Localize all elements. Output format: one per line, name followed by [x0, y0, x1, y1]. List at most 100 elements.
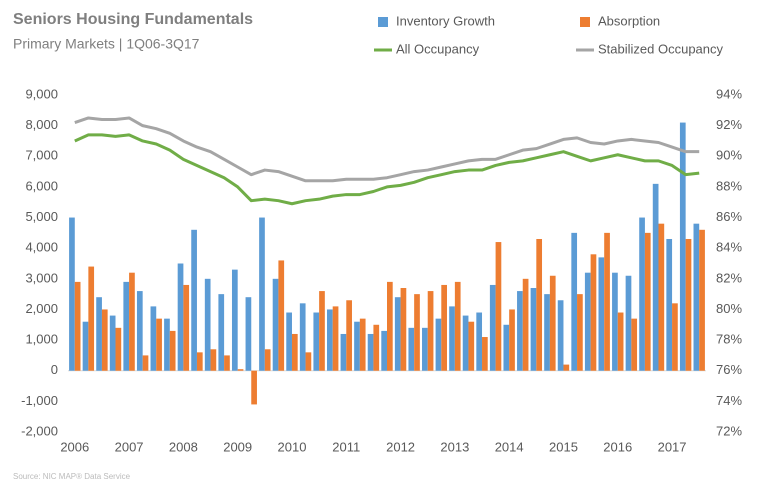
y2-tick-label: 82%: [716, 270, 742, 285]
bar: [482, 337, 488, 371]
bar: [136, 291, 143, 371]
bar: [82, 321, 89, 371]
bar: [164, 318, 170, 371]
bar: [299, 303, 306, 371]
bar: [237, 369, 244, 371]
bar: [422, 327, 428, 371]
x-tick-label: 2012: [386, 439, 415, 454]
bar: [142, 355, 149, 371]
bar: [96, 297, 102, 371]
bar: [590, 254, 597, 371]
bar: [272, 278, 279, 371]
bar: [577, 294, 583, 371]
bar: [693, 223, 700, 371]
y2-tick-label: 78%: [716, 332, 742, 347]
bar: [123, 281, 130, 371]
y2-tick-label: 88%: [716, 178, 742, 193]
bar: [69, 217, 75, 371]
bar: [435, 318, 442, 371]
bar: [604, 232, 610, 371]
y-tick-label: 0: [51, 362, 58, 377]
bar: [245, 297, 252, 371]
y-tick-label: 3,000: [25, 270, 58, 285]
bar: [210, 349, 217, 371]
y-tick-label: 4,000: [25, 240, 58, 255]
bar: [387, 281, 393, 371]
bar: [685, 238, 692, 371]
bar: [563, 364, 570, 371]
bar: [462, 315, 469, 371]
bar: [264, 349, 271, 371]
bar: [354, 321, 360, 371]
bar: [672, 303, 678, 371]
bar: [177, 263, 184, 371]
y2-tick-label: 84%: [716, 240, 742, 255]
bar: [286, 312, 292, 371]
bar: [414, 294, 420, 371]
bar: [509, 309, 515, 371]
chart-title: Seniors Housing Fundamentals: [13, 11, 253, 28]
bar: [191, 229, 197, 371]
bar: [74, 281, 81, 371]
bar: [373, 324, 380, 371]
bar: [476, 312, 483, 371]
bar: [495, 242, 502, 371]
bar: [278, 260, 285, 371]
bar: [617, 312, 624, 371]
chart-subtitle: Primary Markets | 1Q06-3Q17: [13, 36, 200, 52]
y-tick-label: 9,000: [25, 86, 58, 101]
bar: [544, 294, 550, 371]
y-tick-label: 2,000: [25, 301, 58, 316]
y-tick-label: -2,000: [21, 423, 58, 438]
y-tick-label: 1,000: [25, 332, 58, 347]
bar: [571, 232, 578, 371]
y-tick-label: 5,000: [25, 209, 58, 224]
x-tick-label: 2013: [440, 439, 469, 454]
y2-tick-label: 94%: [716, 86, 742, 101]
bar: [679, 122, 686, 371]
y2-tick-label: 90%: [716, 148, 742, 163]
bar: [109, 315, 116, 371]
bar: [169, 330, 176, 371]
bar: [598, 257, 605, 371]
legend-label: All Occupancy: [396, 41, 480, 56]
source-note: Source: NIC MAP® Data Service: [13, 472, 131, 481]
y-tick-label: 7,000: [25, 148, 58, 163]
bar: [408, 327, 415, 371]
bar: [631, 318, 638, 371]
bar: [625, 275, 632, 371]
bar: [319, 291, 325, 371]
bar: [441, 284, 447, 371]
bar: [699, 229, 705, 371]
bar: [612, 272, 618, 371]
bar: [183, 284, 190, 371]
x-tick-label: 2007: [115, 439, 144, 454]
bar: [156, 318, 162, 371]
bar: [652, 183, 659, 371]
x-tick-label: 2011: [332, 439, 360, 454]
bar: [644, 232, 651, 371]
bar: [584, 272, 591, 371]
legend-swatch: [580, 17, 590, 27]
x-tick-label: 2016: [603, 439, 632, 454]
bar: [400, 288, 407, 371]
bar: [340, 333, 347, 371]
bar: [251, 370, 257, 405]
bar: [346, 300, 352, 371]
y2-tick-label: 92%: [716, 117, 742, 132]
x-tick-label: 2015: [549, 439, 578, 454]
bar: [449, 306, 455, 371]
bar: [468, 321, 475, 371]
bar: [196, 352, 203, 371]
y-tick-label: 6,000: [25, 178, 58, 193]
bar: [327, 309, 333, 371]
legend-label: Stabilized Occupancy: [598, 41, 724, 56]
bar: [666, 238, 673, 371]
bar: [427, 291, 434, 371]
bar: [88, 266, 95, 371]
bar: [367, 333, 374, 371]
bar: [549, 275, 556, 371]
y2-tick-label: 76%: [716, 362, 742, 377]
bar: [129, 272, 135, 371]
